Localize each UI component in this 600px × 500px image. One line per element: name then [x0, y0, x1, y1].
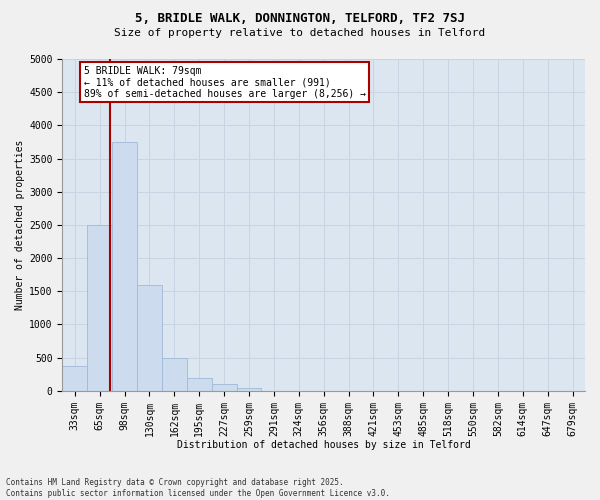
Bar — [137, 284, 162, 391]
Bar — [87, 225, 112, 391]
Text: 5 BRIDLE WALK: 79sqm
← 11% of detached houses are smaller (991)
89% of semi-deta: 5 BRIDLE WALK: 79sqm ← 11% of detached h… — [83, 66, 365, 99]
X-axis label: Distribution of detached houses by size in Telford: Distribution of detached houses by size … — [177, 440, 470, 450]
Bar — [212, 384, 236, 391]
Bar — [187, 378, 212, 391]
Bar — [162, 358, 187, 391]
Text: Contains HM Land Registry data © Crown copyright and database right 2025.
Contai: Contains HM Land Registry data © Crown c… — [6, 478, 390, 498]
Bar — [62, 366, 87, 391]
Text: 5, BRIDLE WALK, DONNINGTON, TELFORD, TF2 7SJ: 5, BRIDLE WALK, DONNINGTON, TELFORD, TF2… — [135, 12, 465, 26]
Y-axis label: Number of detached properties: Number of detached properties — [15, 140, 25, 310]
Bar — [236, 388, 262, 391]
Bar — [112, 142, 137, 391]
Text: Size of property relative to detached houses in Telford: Size of property relative to detached ho… — [115, 28, 485, 38]
